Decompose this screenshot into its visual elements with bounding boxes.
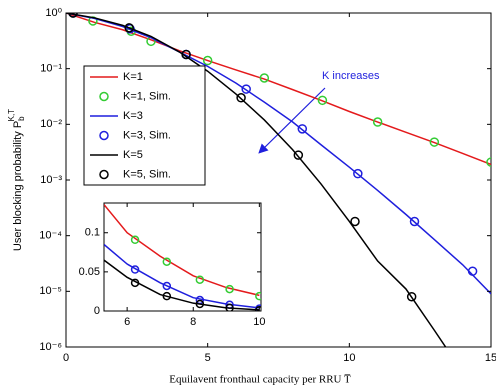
y-tick-label: 10⁻⁵ <box>39 285 62 297</box>
series-line <box>66 13 491 295</box>
sim-marker <box>409 216 420 227</box>
sim-marker <box>353 168 363 179</box>
series-line <box>104 243 260 309</box>
sim-marker <box>486 157 491 167</box>
sim-marker <box>124 23 134 33</box>
sim-marker <box>125 24 135 34</box>
legend-box <box>83 65 206 186</box>
sim-marker <box>130 235 140 245</box>
x-tick-label: 5 <box>205 352 211 364</box>
sim-marker <box>130 278 140 288</box>
sim-marker <box>162 257 172 266</box>
y-tick-label: 10⁻³ <box>40 174 62 186</box>
x-tick-label: 10 <box>343 352 355 364</box>
sim-marker <box>372 117 383 127</box>
legend-label: K=1 <box>123 71 143 83</box>
series-line <box>66 13 447 347</box>
sim-marker <box>195 299 205 309</box>
x-axis-label: Equilavent fronthaul capacity per RRU T̅ <box>169 374 351 386</box>
axes: 0 5 10 15 10⁻⁶ 10⁻⁵ 10⁻⁴ 10⁻³ 10⁻² 10⁻¹ 10⁰ 6 8 10 0 0.… <box>39 7 496 364</box>
legend-marker <box>99 169 109 180</box>
y-tick-label: 10⁻² <box>40 118 62 130</box>
sim-marker <box>68 13 78 18</box>
y-label-sub: b <box>17 116 26 121</box>
y-tick-label: 10⁰ <box>45 7 62 19</box>
x-tick-label: 0 <box>63 352 69 364</box>
sim-marker <box>467 266 478 276</box>
legend: K=1 K=1, Sim. K=3 K=3, Sim. K=5 K=5, Sim. <box>90 71 171 180</box>
annotation: K increases <box>322 70 380 82</box>
sim-marker <box>162 281 172 291</box>
sim-marker <box>429 137 440 147</box>
x-tick-label: 15 <box>485 352 496 364</box>
y-label-main: User blocking probability P <box>12 121 24 251</box>
y-axis-label: User blocking probability PbK,T <box>7 109 26 251</box>
y-tick-label: 10⁻¹ <box>40 63 62 75</box>
sim-marker <box>241 84 251 94</box>
sim-marker <box>317 95 328 106</box>
y-label-sup: K,T <box>7 109 16 122</box>
y-tick-label: 0.05 <box>79 266 100 278</box>
y-tick-label: 0.1 <box>85 227 100 239</box>
series-line <box>104 259 260 311</box>
legend-label: K=3, Sim. <box>123 129 171 141</box>
sim-marker <box>350 216 360 227</box>
sim-marker <box>225 284 234 294</box>
sim-marker <box>255 305 261 311</box>
legend-label: K=3 <box>123 110 143 122</box>
x-tick-label: 8 <box>190 316 196 328</box>
sim-marker <box>297 124 308 134</box>
inset-marks <box>104 204 261 311</box>
x-tick-label: 6 <box>124 316 130 328</box>
main-marks <box>66 13 491 347</box>
legend-label: K=5, Sim. <box>123 168 171 180</box>
x-tick-label: 10 <box>253 316 265 328</box>
sim-marker <box>293 150 304 160</box>
inset-area <box>103 202 262 312</box>
legend-marker <box>99 91 109 102</box>
sim-marker <box>195 275 205 284</box>
y-tick-label: 10⁻⁶ <box>39 341 62 353</box>
sim-marker <box>225 303 234 311</box>
sim-marker <box>130 265 140 274</box>
sim-marker <box>202 55 213 66</box>
legend-marker <box>99 130 109 141</box>
sim-marker <box>181 49 191 60</box>
legend-label: K=1, Sim. <box>123 90 171 102</box>
y-tick-label: 10⁻⁴ <box>39 230 62 242</box>
y-tick-label: 0 <box>94 305 100 317</box>
annotation-arrow <box>258 87 326 154</box>
series-line <box>104 204 260 297</box>
legend-label: K=5 <box>123 149 143 161</box>
sim-marker <box>162 291 172 301</box>
sim-marker <box>259 73 270 83</box>
series-line <box>66 13 491 166</box>
sim-marker <box>236 93 246 103</box>
sim-marker <box>406 291 417 302</box>
sim-marker <box>255 291 261 301</box>
